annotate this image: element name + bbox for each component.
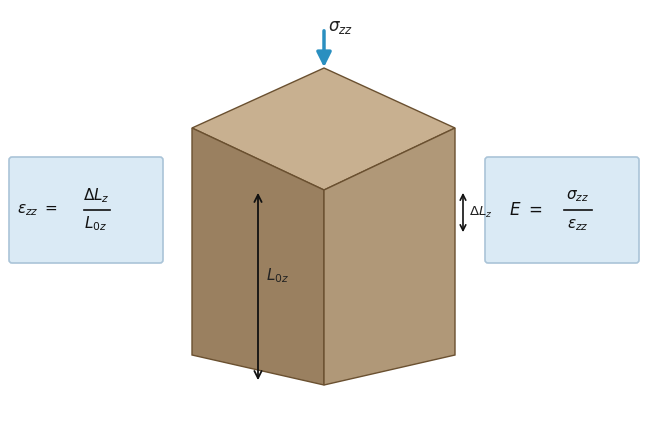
Polygon shape xyxy=(324,128,455,385)
Text: $\Delta L_z$: $\Delta L_z$ xyxy=(83,187,110,205)
FancyBboxPatch shape xyxy=(9,157,163,263)
Text: $\sigma_{zz}$: $\sigma_{zz}$ xyxy=(328,18,353,36)
Polygon shape xyxy=(192,68,455,190)
Text: $\varepsilon_{zz}$: $\varepsilon_{zz}$ xyxy=(567,217,589,233)
Text: $\Delta L_z$: $\Delta L_z$ xyxy=(469,204,492,220)
Polygon shape xyxy=(192,128,324,385)
Text: $L_{0z}$: $L_{0z}$ xyxy=(84,215,108,233)
Text: $E\ =$: $E\ =$ xyxy=(509,201,542,219)
Text: $\sigma_{zz}$: $\sigma_{zz}$ xyxy=(566,188,590,204)
FancyBboxPatch shape xyxy=(485,157,639,263)
Text: $\varepsilon_{zz}\ =$: $\varepsilon_{zz}\ =$ xyxy=(17,202,58,218)
Text: $L_{0z}$: $L_{0z}$ xyxy=(266,266,289,285)
